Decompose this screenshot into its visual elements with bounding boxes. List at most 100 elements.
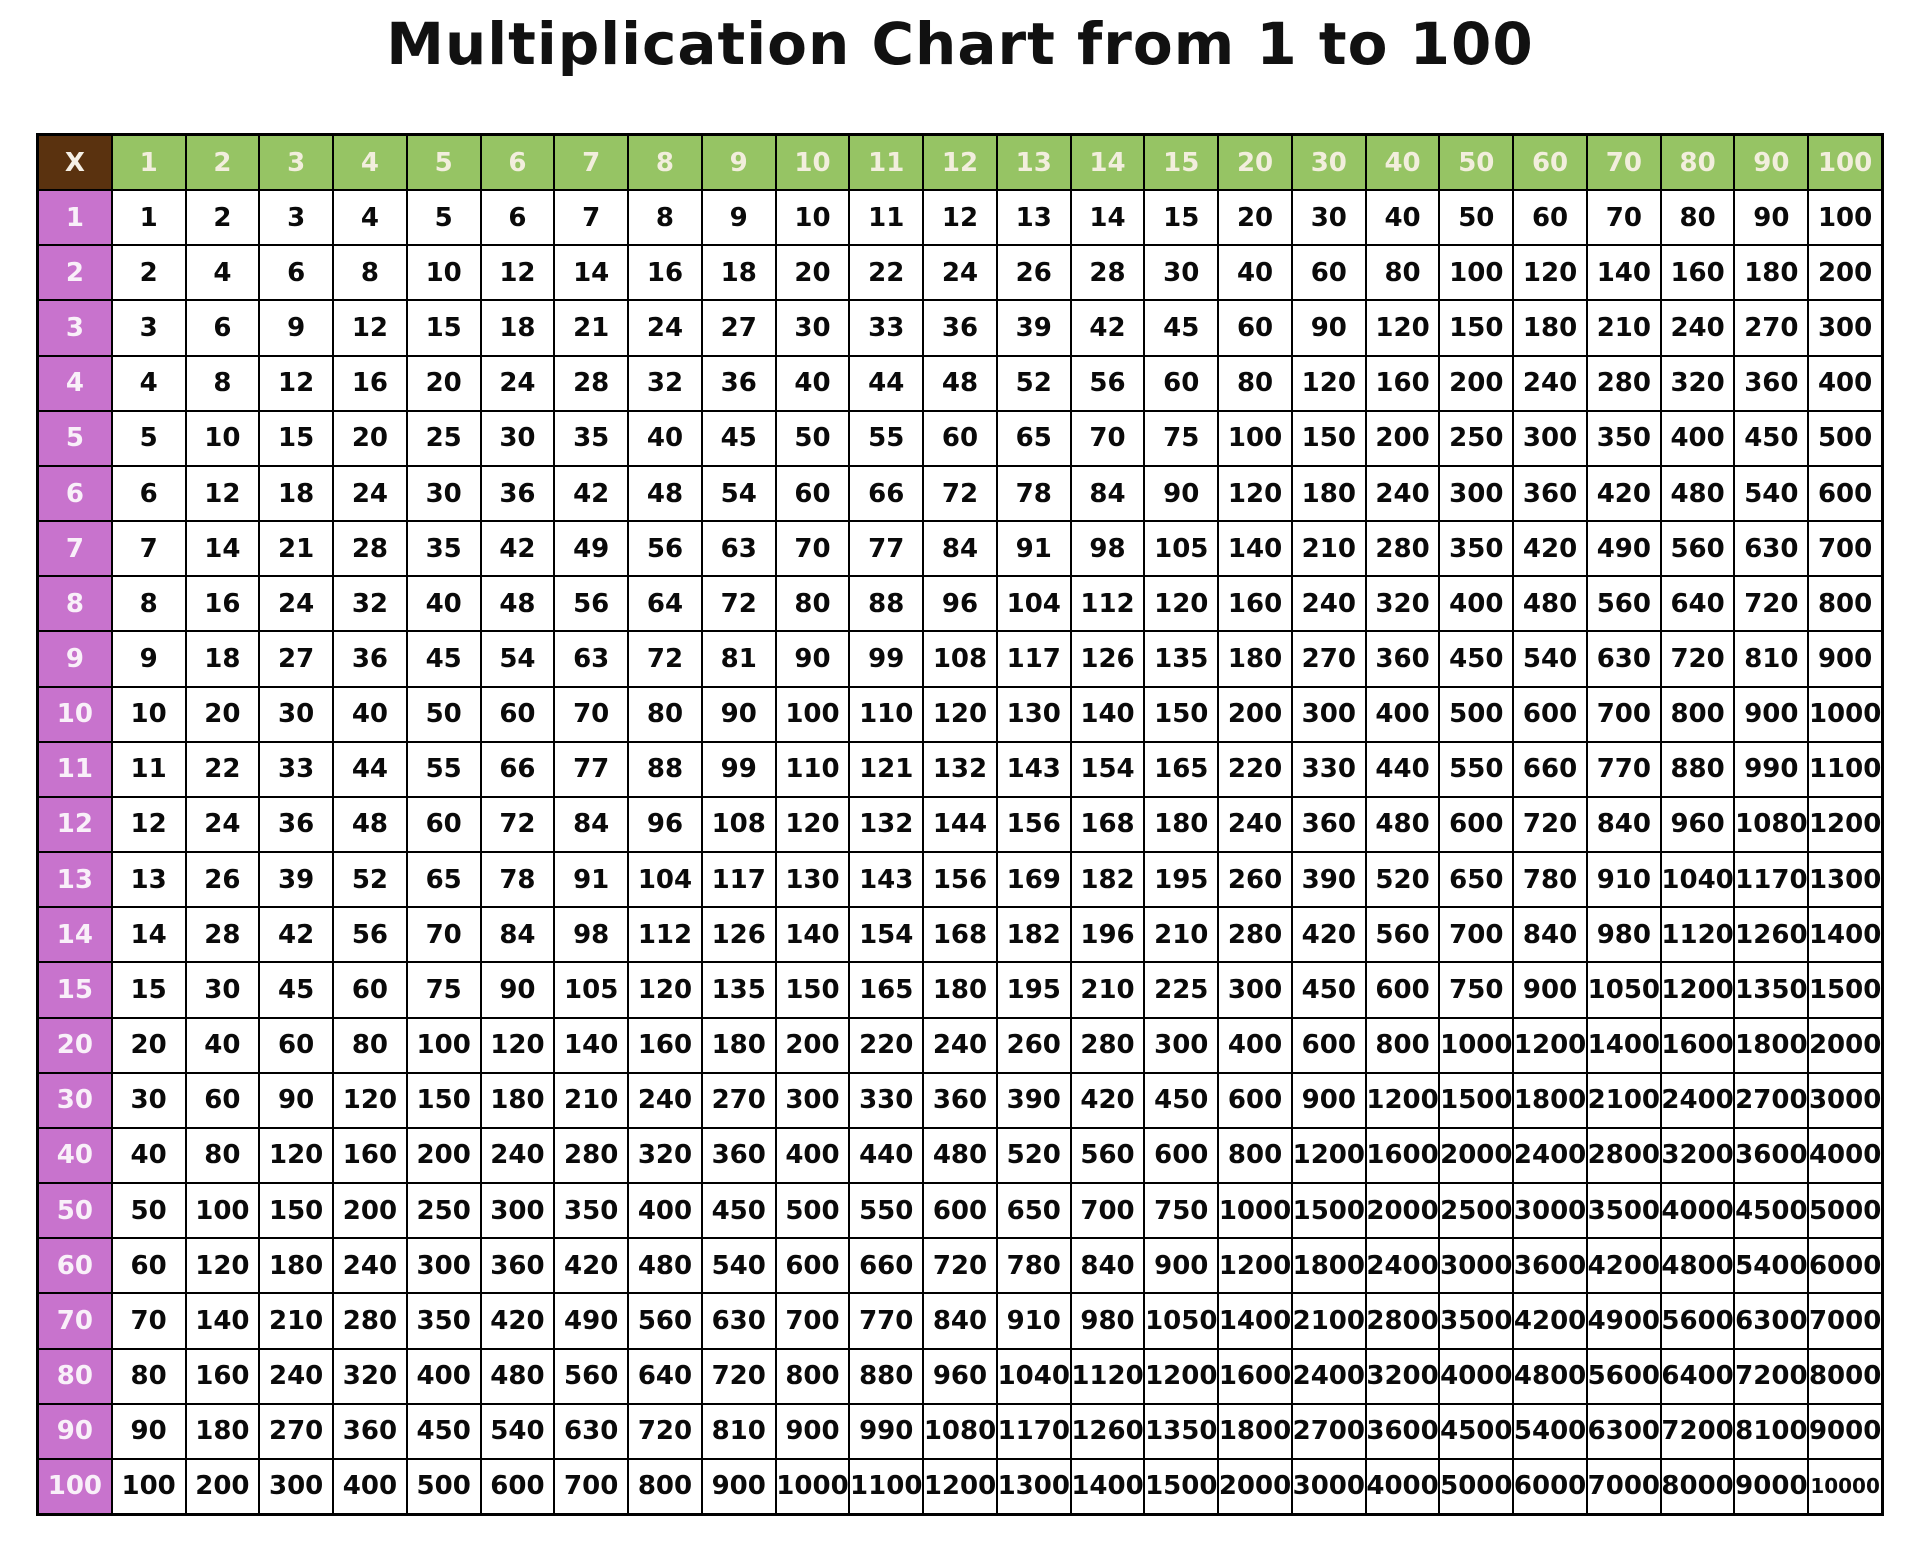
table-cell: 450 [1292, 963, 1365, 1017]
table-cell: 66 [850, 466, 923, 521]
table-cell: 48 [481, 577, 554, 631]
table-cell: 120 [260, 1128, 333, 1183]
table-cell: 33 [850, 301, 923, 355]
row-header: 5 [39, 411, 111, 465]
table-cell: 1080 [924, 1404, 996, 1458]
table-cell: 390 [1292, 853, 1365, 907]
table-cell: 500 [1440, 687, 1513, 741]
table-cell: 56 [629, 522, 701, 576]
table-cell: 108 [702, 797, 775, 852]
table-cell: 1080 [1735, 797, 1808, 852]
table-cell: 40 [629, 411, 701, 465]
table-cell: 132 [850, 797, 923, 852]
table-cell: 7200 [1735, 1349, 1808, 1403]
table-cell: 126 [1071, 632, 1144, 686]
table-cell: 320 [1366, 577, 1439, 631]
row-header: 80 [39, 1349, 111, 1403]
table-cell: 132 [924, 742, 996, 796]
table-cell: 40 [186, 1018, 259, 1072]
table-cell: 2100 [1292, 1294, 1365, 1348]
table-cell: 49 [555, 522, 628, 576]
table-cell: 900 [1809, 632, 1881, 686]
table-cell: 650 [1440, 853, 1513, 907]
table-cell: 110 [850, 687, 923, 741]
table-cell: 3200 [1366, 1349, 1439, 1403]
table-cell: 26 [186, 853, 259, 907]
table-cell: 16 [334, 356, 406, 410]
table-cell: 200 [1366, 411, 1439, 465]
table-cell: 50 [776, 411, 849, 465]
table-cell: 2000 [1809, 1018, 1881, 1072]
table-cell: 45 [702, 411, 775, 465]
row-header: 20 [39, 1018, 111, 1072]
table-cell: 5000 [1440, 1459, 1513, 1513]
table-cell: 3000 [1292, 1459, 1365, 1513]
table-cell: 30 [260, 687, 333, 741]
table-cell: 3500 [1587, 1184, 1660, 1238]
table-cell: 560 [1661, 522, 1734, 576]
table-cell: 1120 [1661, 908, 1734, 962]
table-cell: 1120 [1071, 1349, 1144, 1403]
row-header: 15 [39, 963, 111, 1017]
table-cell: 1200 [1219, 1239, 1291, 1293]
table-cell: 60 [260, 1018, 333, 1072]
table-cell: 360 [1735, 356, 1808, 410]
table-cell: 1000 [1440, 1018, 1513, 1072]
column-header: 100 [1809, 136, 1881, 190]
table-cell: 270 [1735, 301, 1808, 355]
table-cell: 900 [702, 1459, 775, 1513]
table-cell: 78 [481, 853, 554, 907]
column-header: 12 [924, 136, 996, 190]
table-cell: 200 [1809, 246, 1881, 300]
table-cell: 500 [776, 1184, 849, 1238]
table-cell: 30 [1292, 191, 1365, 245]
table-cell: 81 [702, 632, 775, 686]
table-cell: 15 [1145, 191, 1218, 245]
table-cell: 640 [1661, 577, 1734, 631]
table-cell: 240 [924, 1018, 996, 1072]
table-cell: 30 [112, 1073, 185, 1127]
table-cell: 600 [776, 1239, 849, 1293]
table-cell: 1170 [997, 1404, 1070, 1458]
table-cell: 240 [1219, 797, 1291, 852]
table-cell: 520 [997, 1128, 1070, 1183]
table-cell: 490 [1587, 522, 1660, 576]
column-header: 14 [1071, 136, 1144, 190]
table-cell: 90 [776, 632, 849, 686]
table-cell: 210 [555, 1073, 628, 1127]
table-cell: 440 [1366, 742, 1439, 796]
table-cell: 70 [555, 687, 628, 741]
table-cell: 700 [776, 1294, 849, 1348]
table-cell: 11 [850, 191, 923, 245]
table-cell: 320 [629, 1128, 701, 1183]
table-cell: 330 [1292, 742, 1365, 796]
table-cell: 9 [112, 632, 185, 686]
table-cell: 400 [776, 1128, 849, 1183]
column-header: 30 [1292, 136, 1365, 190]
table-cell: 55 [407, 742, 480, 796]
table-cell: 8 [186, 356, 259, 410]
table-cell: 195 [997, 963, 1070, 1017]
table-cell: 260 [1219, 853, 1291, 907]
table-cell: 63 [702, 522, 775, 576]
table-cell: 18 [481, 301, 554, 355]
table-cell: 1800 [1514, 1073, 1586, 1127]
table-cell: 15 [260, 411, 333, 465]
table-cell: 2800 [1587, 1128, 1660, 1183]
table-cell: 20 [776, 246, 849, 300]
table-cell: 24 [924, 246, 996, 300]
table-cell: 1800 [1292, 1239, 1365, 1293]
column-header: 80 [1661, 136, 1734, 190]
table-cell: 44 [850, 356, 923, 410]
table-cell: 108 [924, 632, 996, 686]
table-cell: 104 [997, 577, 1070, 631]
table-cell: 35 [555, 411, 628, 465]
column-header: 8 [629, 136, 701, 190]
table-cell: 5400 [1735, 1239, 1808, 1293]
row-header: 30 [39, 1073, 111, 1127]
table-cell: 300 [1292, 687, 1365, 741]
table-cell: 48 [629, 466, 701, 521]
table-cell: 50 [1440, 191, 1513, 245]
table-cell: 24 [334, 466, 406, 521]
table-cell: 1350 [1145, 1404, 1218, 1458]
